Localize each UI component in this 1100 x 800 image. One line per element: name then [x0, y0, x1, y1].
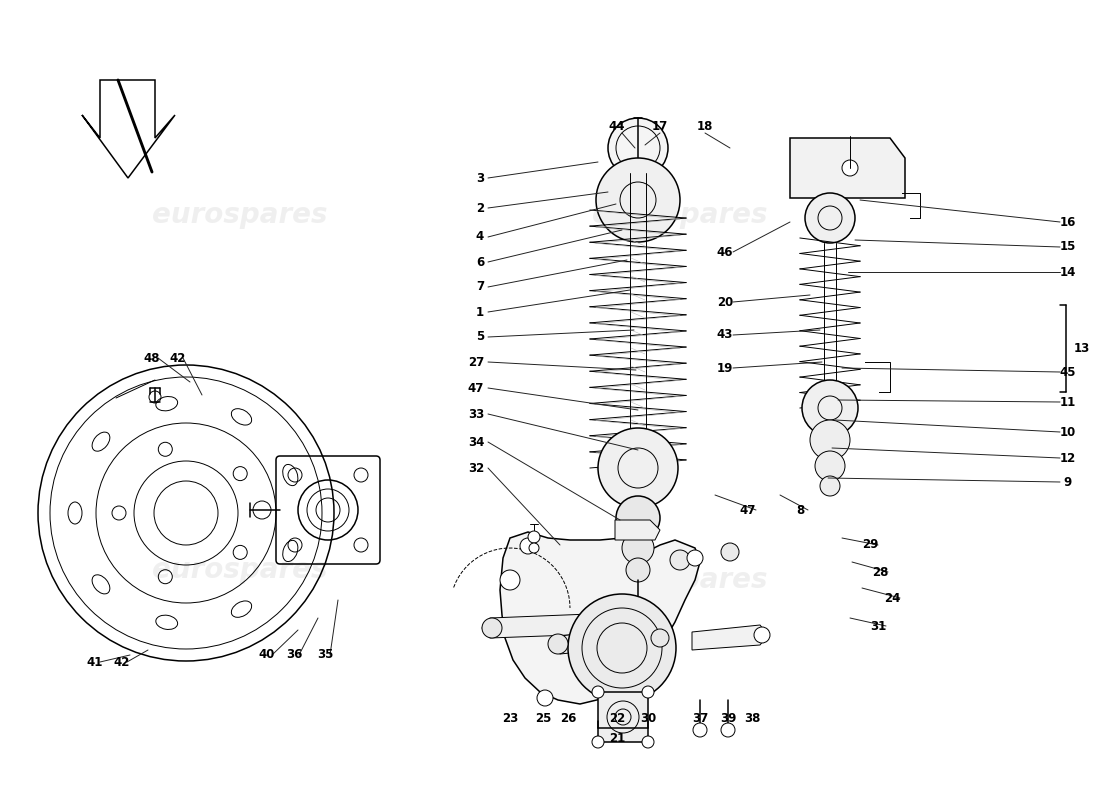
Text: 18: 18	[696, 121, 713, 134]
Text: 12: 12	[1060, 451, 1076, 465]
Circle shape	[529, 543, 539, 553]
Text: 44: 44	[608, 121, 625, 134]
Text: 41: 41	[87, 655, 103, 669]
Text: 32: 32	[468, 462, 484, 474]
Circle shape	[802, 380, 858, 436]
Text: 6: 6	[476, 255, 484, 269]
Text: 23: 23	[502, 711, 518, 725]
Text: 43: 43	[717, 329, 734, 342]
Text: 35: 35	[317, 649, 333, 662]
Circle shape	[596, 158, 680, 242]
Text: 30: 30	[640, 711, 656, 725]
Circle shape	[720, 543, 739, 561]
Text: 1: 1	[476, 306, 484, 318]
Circle shape	[651, 629, 669, 647]
Circle shape	[592, 686, 604, 698]
Text: 15: 15	[1059, 241, 1076, 254]
Text: 28: 28	[872, 566, 888, 578]
Text: 47: 47	[740, 503, 756, 517]
Circle shape	[810, 420, 850, 460]
Circle shape	[842, 160, 858, 176]
Text: 19: 19	[717, 362, 734, 374]
Polygon shape	[692, 625, 768, 650]
Text: 16: 16	[1059, 215, 1076, 229]
Text: 39: 39	[719, 711, 736, 725]
Text: 4: 4	[476, 230, 484, 243]
Text: 31: 31	[870, 619, 887, 633]
Text: 25: 25	[535, 711, 551, 725]
Text: 45: 45	[1059, 366, 1076, 378]
Text: 27: 27	[468, 355, 484, 369]
Text: 13: 13	[1074, 342, 1090, 354]
Text: 9: 9	[1064, 475, 1072, 489]
Text: 46: 46	[717, 246, 734, 258]
Text: 5: 5	[476, 330, 484, 343]
Text: 22: 22	[609, 711, 625, 725]
Text: eurospares: eurospares	[152, 201, 328, 229]
Text: 33: 33	[468, 407, 484, 421]
Text: 14: 14	[1059, 266, 1076, 278]
Circle shape	[720, 723, 735, 737]
Circle shape	[608, 118, 668, 178]
Polygon shape	[500, 532, 700, 704]
Text: 34: 34	[468, 435, 484, 449]
Polygon shape	[552, 625, 666, 654]
Text: 11: 11	[1060, 395, 1076, 409]
Circle shape	[642, 686, 654, 698]
Text: eurospares: eurospares	[152, 556, 328, 584]
Polygon shape	[598, 692, 648, 742]
Text: 21: 21	[609, 731, 625, 745]
Text: 42: 42	[169, 351, 186, 365]
Circle shape	[805, 193, 855, 243]
Polygon shape	[615, 520, 660, 540]
Circle shape	[626, 558, 650, 582]
Text: eurospares: eurospares	[592, 201, 768, 229]
Circle shape	[548, 634, 568, 654]
Text: 29: 29	[861, 538, 878, 551]
Circle shape	[621, 532, 654, 564]
Text: 37: 37	[692, 711, 708, 725]
Circle shape	[815, 451, 845, 481]
Text: 24: 24	[883, 591, 900, 605]
Text: 8: 8	[796, 503, 804, 517]
Circle shape	[688, 550, 703, 566]
Text: 38: 38	[744, 711, 760, 725]
Text: 20: 20	[717, 295, 733, 309]
Text: 2: 2	[476, 202, 484, 214]
Circle shape	[630, 606, 646, 622]
Circle shape	[500, 570, 520, 590]
Text: 26: 26	[560, 711, 576, 725]
Text: 7: 7	[476, 281, 484, 294]
Text: 3: 3	[476, 171, 484, 185]
Text: 10: 10	[1060, 426, 1076, 438]
Circle shape	[568, 594, 676, 702]
Circle shape	[670, 550, 690, 570]
Polygon shape	[790, 138, 905, 198]
Circle shape	[820, 476, 840, 496]
Text: 47: 47	[468, 382, 484, 394]
Circle shape	[598, 428, 678, 508]
Text: 48: 48	[144, 351, 161, 365]
Text: 17: 17	[652, 121, 668, 134]
Text: 36: 36	[286, 649, 302, 662]
Circle shape	[693, 723, 707, 737]
Circle shape	[754, 627, 770, 643]
Circle shape	[537, 690, 553, 706]
Polygon shape	[482, 614, 605, 638]
Circle shape	[528, 531, 540, 543]
Text: 40: 40	[258, 649, 275, 662]
Text: eurospares: eurospares	[592, 566, 768, 594]
Circle shape	[482, 618, 502, 638]
Circle shape	[642, 736, 654, 748]
Circle shape	[616, 496, 660, 540]
Circle shape	[592, 736, 604, 748]
Text: 42: 42	[113, 655, 130, 669]
Circle shape	[520, 538, 536, 554]
